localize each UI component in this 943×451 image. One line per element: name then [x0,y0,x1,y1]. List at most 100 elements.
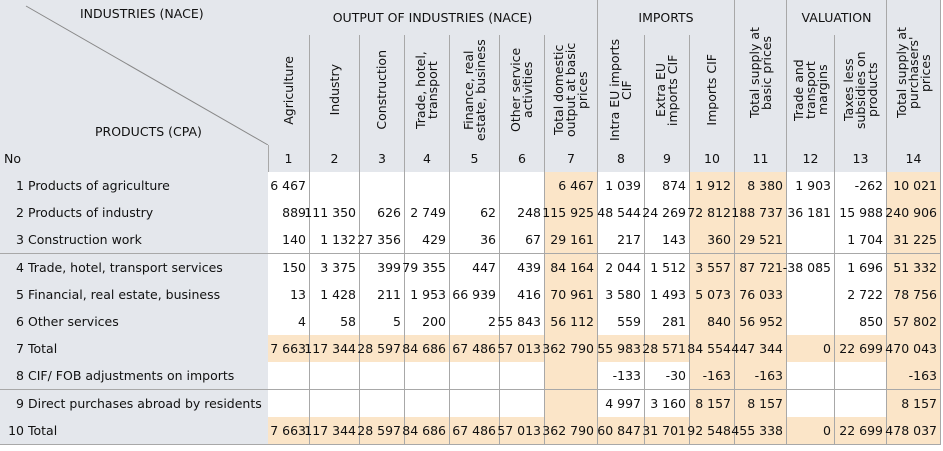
cell: 55 843 [497,308,545,336]
cell: 55 983 [597,335,645,364]
row-number: 9 [0,389,27,418]
cell: 478 037 [885,416,941,445]
row-number: 1 [0,172,27,200]
cell: 362 790 [542,416,598,445]
cell: 200 [405,308,450,336]
cell: 22 699 [835,335,887,364]
row-label: Total [26,416,269,445]
row-label: Direct purchases abroad by residents [26,389,269,418]
column-header: Taxes less subsidies on products [835,35,887,146]
cell: 1 512 [645,253,690,282]
cell [787,308,835,336]
row-label: Construction work [26,226,269,255]
column-header: Intra EU imports CIF [598,35,645,146]
cell: 416 [500,280,545,309]
cell: 0 [787,335,835,364]
group-header: VALUATION [787,0,887,36]
cell: 51 332 [887,253,941,282]
cell: 4 [268,308,310,336]
cell: 66 939 [450,280,500,309]
column-header: Imports CIF [690,35,735,146]
cell: 3 580 [598,280,645,309]
row-number: 8 [0,362,27,391]
cell [360,389,405,418]
cell [310,389,360,418]
row-number: 2 [0,199,27,228]
row-number: 10 [0,416,27,445]
cell: 84 686 [402,335,450,364]
cell: 0 [787,416,835,445]
row-label: Total [26,335,269,364]
column-number: 12 [787,145,835,173]
cell: 1 953 [405,280,450,309]
column-header: Other service activities [500,35,545,146]
column-header: Construction [360,35,405,146]
column-header: Trade, hotel, transport [405,35,450,146]
group-header: IMPORTS [598,0,735,36]
cell: 8 157 [690,389,735,418]
column-header: Total domestic output at basic prices [545,35,598,146]
cell: 3 557 [690,253,735,282]
cell: 84 164 [545,253,598,282]
cell: 28 597 [357,416,405,445]
cell: 5 073 [690,280,735,309]
column-header-text: Other service activities [508,47,535,133]
cell [310,362,360,391]
cell: -163 [690,362,735,391]
cell: 626 [360,199,405,228]
column-header: Total supply at purchasers' prices [887,0,941,146]
cell: 447 344 [731,335,787,364]
cell: 140 [268,226,310,255]
cell: 3 375 [310,253,360,282]
cell: 57 013 [497,416,545,445]
cell: 8 380 [735,172,787,200]
cell: 4 997 [598,389,645,418]
column-number: 2 [310,145,360,173]
cell: 56 112 [545,308,598,336]
cell: 559 [598,308,645,336]
cell [450,362,500,391]
cell: 72 812 [687,199,735,228]
cell [405,362,450,391]
cell: 281 [645,308,690,336]
cell: -133 [598,362,645,391]
cell: 10 021 [887,172,941,200]
cell: 6 467 [268,172,310,200]
column-header-text: Intra EU imports CIF [607,38,634,142]
cell: 2 722 [835,280,887,309]
cell: 7 663 [268,416,310,445]
column-header: Trade and transport margins [787,35,835,146]
cell: 22 699 [835,416,887,445]
corner-bottom: PRODUCTS (CPA) [95,124,202,139]
column-number: 5 [450,145,500,173]
cell: 31 701 [642,416,690,445]
cell: 28 597 [357,335,405,364]
row-number: 4 [0,253,27,282]
cell: 29 161 [545,226,598,255]
column-number: 7 [545,145,598,173]
cell: 874 [645,172,690,200]
cell: 76 033 [735,280,787,309]
cell [787,362,835,391]
cell: 5 [360,308,405,336]
cell: 79 355 [402,253,450,282]
column-header-text: Total supply at basic prices [746,27,774,118]
cell: 36 181 [787,199,835,228]
column-header-text: Trade and transport margins [790,59,830,121]
cell: 188 737 [731,199,787,228]
cell: 67 486 [450,335,500,364]
column-number: 8 [598,145,645,173]
cell: -163 [735,362,787,391]
cell: 78 756 [887,280,941,309]
cell: 150 [268,253,310,282]
cell: 48 544 [597,199,645,228]
column-number: 6 [500,145,545,173]
cell [545,362,598,391]
cell: 13 [268,280,310,309]
column-header: Total supply at basic prices [735,0,787,146]
column-header: Industry [310,35,360,146]
cell: 1 428 [310,280,360,309]
row-label: Products of agriculture [26,172,269,200]
corner-cell: INDUSTRIES (NACE) PRODUCTS (CPA) [0,0,269,146]
cell: 56 952 [735,308,787,336]
